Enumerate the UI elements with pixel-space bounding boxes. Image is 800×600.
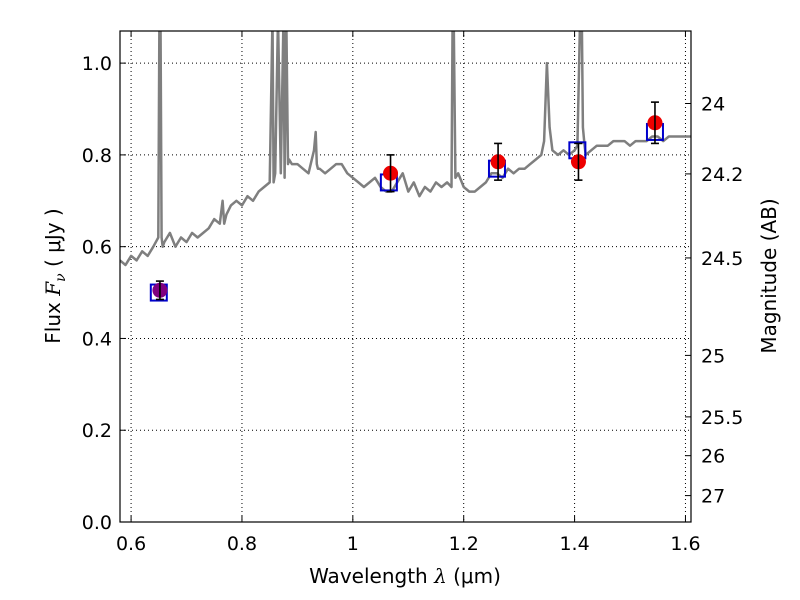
y-tick-label: 0.2 [82, 420, 112, 442]
y-axis-label: Flux Fν ( μJy ) [41, 208, 69, 343]
y-tick-label: 0.0 [82, 512, 112, 534]
y2-tick-label: 26 [701, 446, 725, 468]
plot-area [120, 31, 691, 302]
y2-tick-label: 24 [701, 93, 725, 115]
x-tick-label: 1.2 [449, 533, 479, 555]
y-tick-label: 0.6 [82, 237, 112, 259]
x-tick-label: 1.6 [670, 533, 700, 555]
y-tick-label: 0.4 [82, 328, 112, 350]
x-tick-label: 0.8 [227, 533, 257, 555]
axes-ticks: 0.6 0.8 1 1.2 1.4 1.6 0.0 0.2 0.4 0.6 0.8 1.0 24 24.2… [82, 31, 743, 555]
x-tick-label: 1.4 [559, 533, 589, 555]
y2-tick-label: 25 [701, 345, 725, 367]
x-axis-label: Wavelength λ (μm) [309, 564, 501, 588]
x-tick-label: 1 [347, 533, 359, 555]
y-tick-label: 1.0 [82, 53, 112, 75]
plot-frame [119, 30, 692, 523]
y2-axis-label: Magnitude (AB) [757, 198, 781, 353]
x-tick-label: 0.6 [116, 533, 146, 555]
y2-tick-label: 24.5 [701, 248, 743, 270]
y-tick-label: 0.8 [82, 145, 112, 167]
grid [120, 31, 691, 523]
y2-tick-label: 27 [701, 486, 725, 508]
y2-tick-label: 24.2 [701, 164, 743, 186]
y2-tick-label: 25.5 [701, 407, 743, 429]
spectrum-line [120, 31, 691, 267]
